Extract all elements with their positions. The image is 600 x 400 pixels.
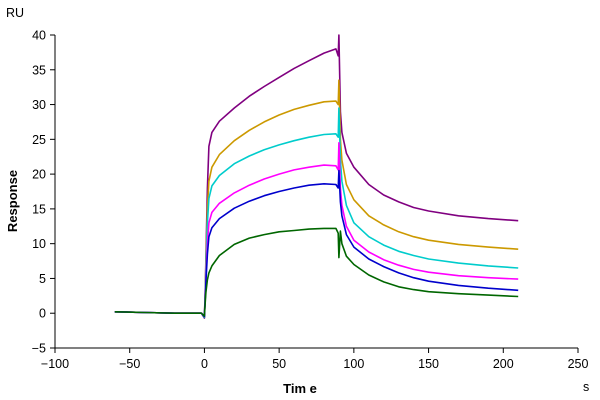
x-tick-label: 50 (272, 357, 286, 371)
y-tick-label: 25 (32, 133, 46, 147)
series-line-6 (114, 227, 519, 317)
y-ticks: −5 0 5 10 15 20 25 30 35 40 (32, 29, 55, 356)
series-line-4 (114, 142, 519, 318)
x-tick-label: 100 (343, 357, 364, 371)
x-axis-title: Tim e (283, 381, 317, 396)
y-tick-label: −5 (32, 342, 46, 356)
y-unit-label: RU (6, 6, 24, 20)
x-ticks: −100 −50 0 50 100 150 200 250 (41, 348, 589, 371)
y-axis-title: Response (5, 170, 20, 232)
y-tick-label: 20 (32, 168, 46, 182)
x-tick-label: 200 (493, 357, 514, 371)
series-lines (114, 34, 519, 319)
y-tick-label: 0 (39, 307, 46, 321)
x-tick-label: 150 (418, 357, 439, 371)
x-tick-label: −50 (119, 357, 140, 371)
x-unit-label: s (583, 380, 589, 394)
y-tick-label: 15 (32, 202, 46, 216)
axes (54, 35, 578, 349)
series-line-2 (114, 79, 519, 319)
y-tick-label: 35 (32, 63, 46, 77)
x-tick-label: −100 (41, 357, 69, 371)
x-tick-label: 0 (201, 357, 208, 371)
y-tick-label: 10 (32, 237, 46, 251)
y-tick-label: 30 (32, 98, 46, 112)
y-tick-label: 40 (32, 29, 46, 43)
y-tick-label: 5 (39, 272, 46, 286)
x-tick-label: 250 (568, 357, 589, 371)
